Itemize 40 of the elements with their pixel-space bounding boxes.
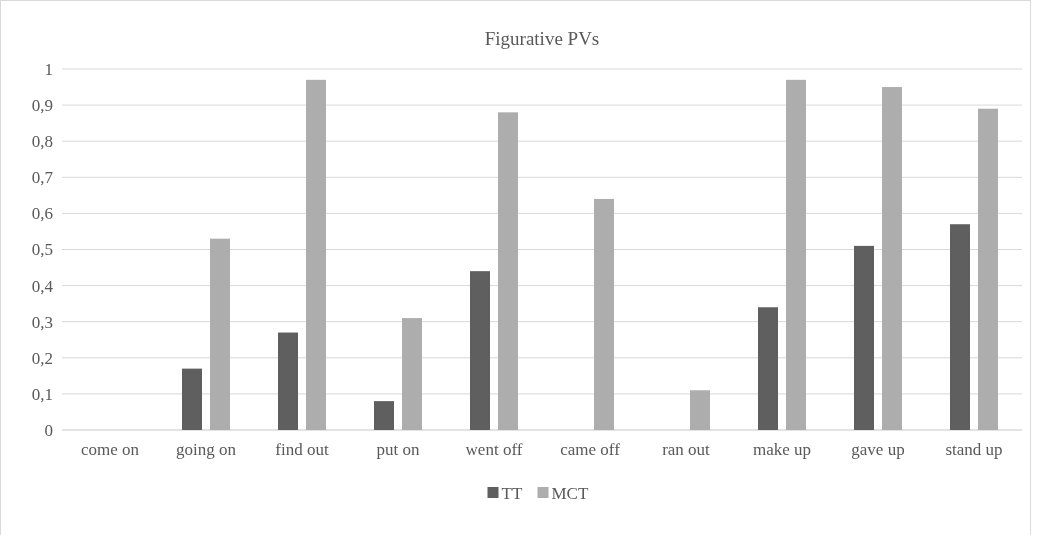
x-tick-label: stand up	[945, 440, 1003, 459]
bar	[950, 224, 970, 430]
bar	[758, 307, 778, 430]
x-tick-label: going on	[176, 440, 237, 459]
legend-label: MCT	[551, 483, 589, 503]
x-tick-label: come on	[80, 440, 140, 459]
bar	[882, 87, 902, 430]
chart-title: Figurative PVs	[484, 28, 600, 49]
y-tick-label: 0,1	[31, 384, 53, 404]
y-tick-label: 0,5	[31, 240, 53, 260]
bar	[498, 112, 518, 430]
y-tick-label: 0,2	[31, 348, 53, 368]
x-tick-label: put on	[376, 440, 420, 459]
y-tick-label: 0,6	[31, 204, 53, 224]
bar	[374, 401, 394, 430]
x-tick-label: came off	[560, 440, 621, 459]
x-tick-label: ran out	[662, 440, 711, 459]
bar	[210, 238, 230, 430]
bar	[306, 79, 326, 430]
bar	[182, 368, 202, 430]
bar	[786, 79, 806, 430]
legend-label: TT	[501, 483, 523, 503]
bar	[278, 332, 298, 430]
x-tick-label: went off	[465, 440, 523, 459]
x-tick-label: gave up	[851, 440, 905, 459]
bar	[978, 108, 998, 430]
bar	[690, 390, 710, 430]
x-tick-label: find out	[275, 440, 329, 459]
bar	[470, 271, 490, 430]
bar	[594, 198, 614, 430]
y-tick-label: 0,7	[31, 168, 54, 188]
bar	[402, 318, 422, 430]
y-tick-label: 1	[44, 59, 53, 79]
y-tick-label: 0,9	[31, 96, 53, 116]
bar	[854, 245, 874, 430]
y-tick-label: 0,3	[31, 312, 53, 332]
x-tick-label: make up	[752, 440, 812, 459]
y-tick-label: 0	[44, 420, 53, 440]
y-tick-label: 0,8	[31, 132, 53, 152]
y-tick-label: 0,4	[31, 276, 54, 296]
